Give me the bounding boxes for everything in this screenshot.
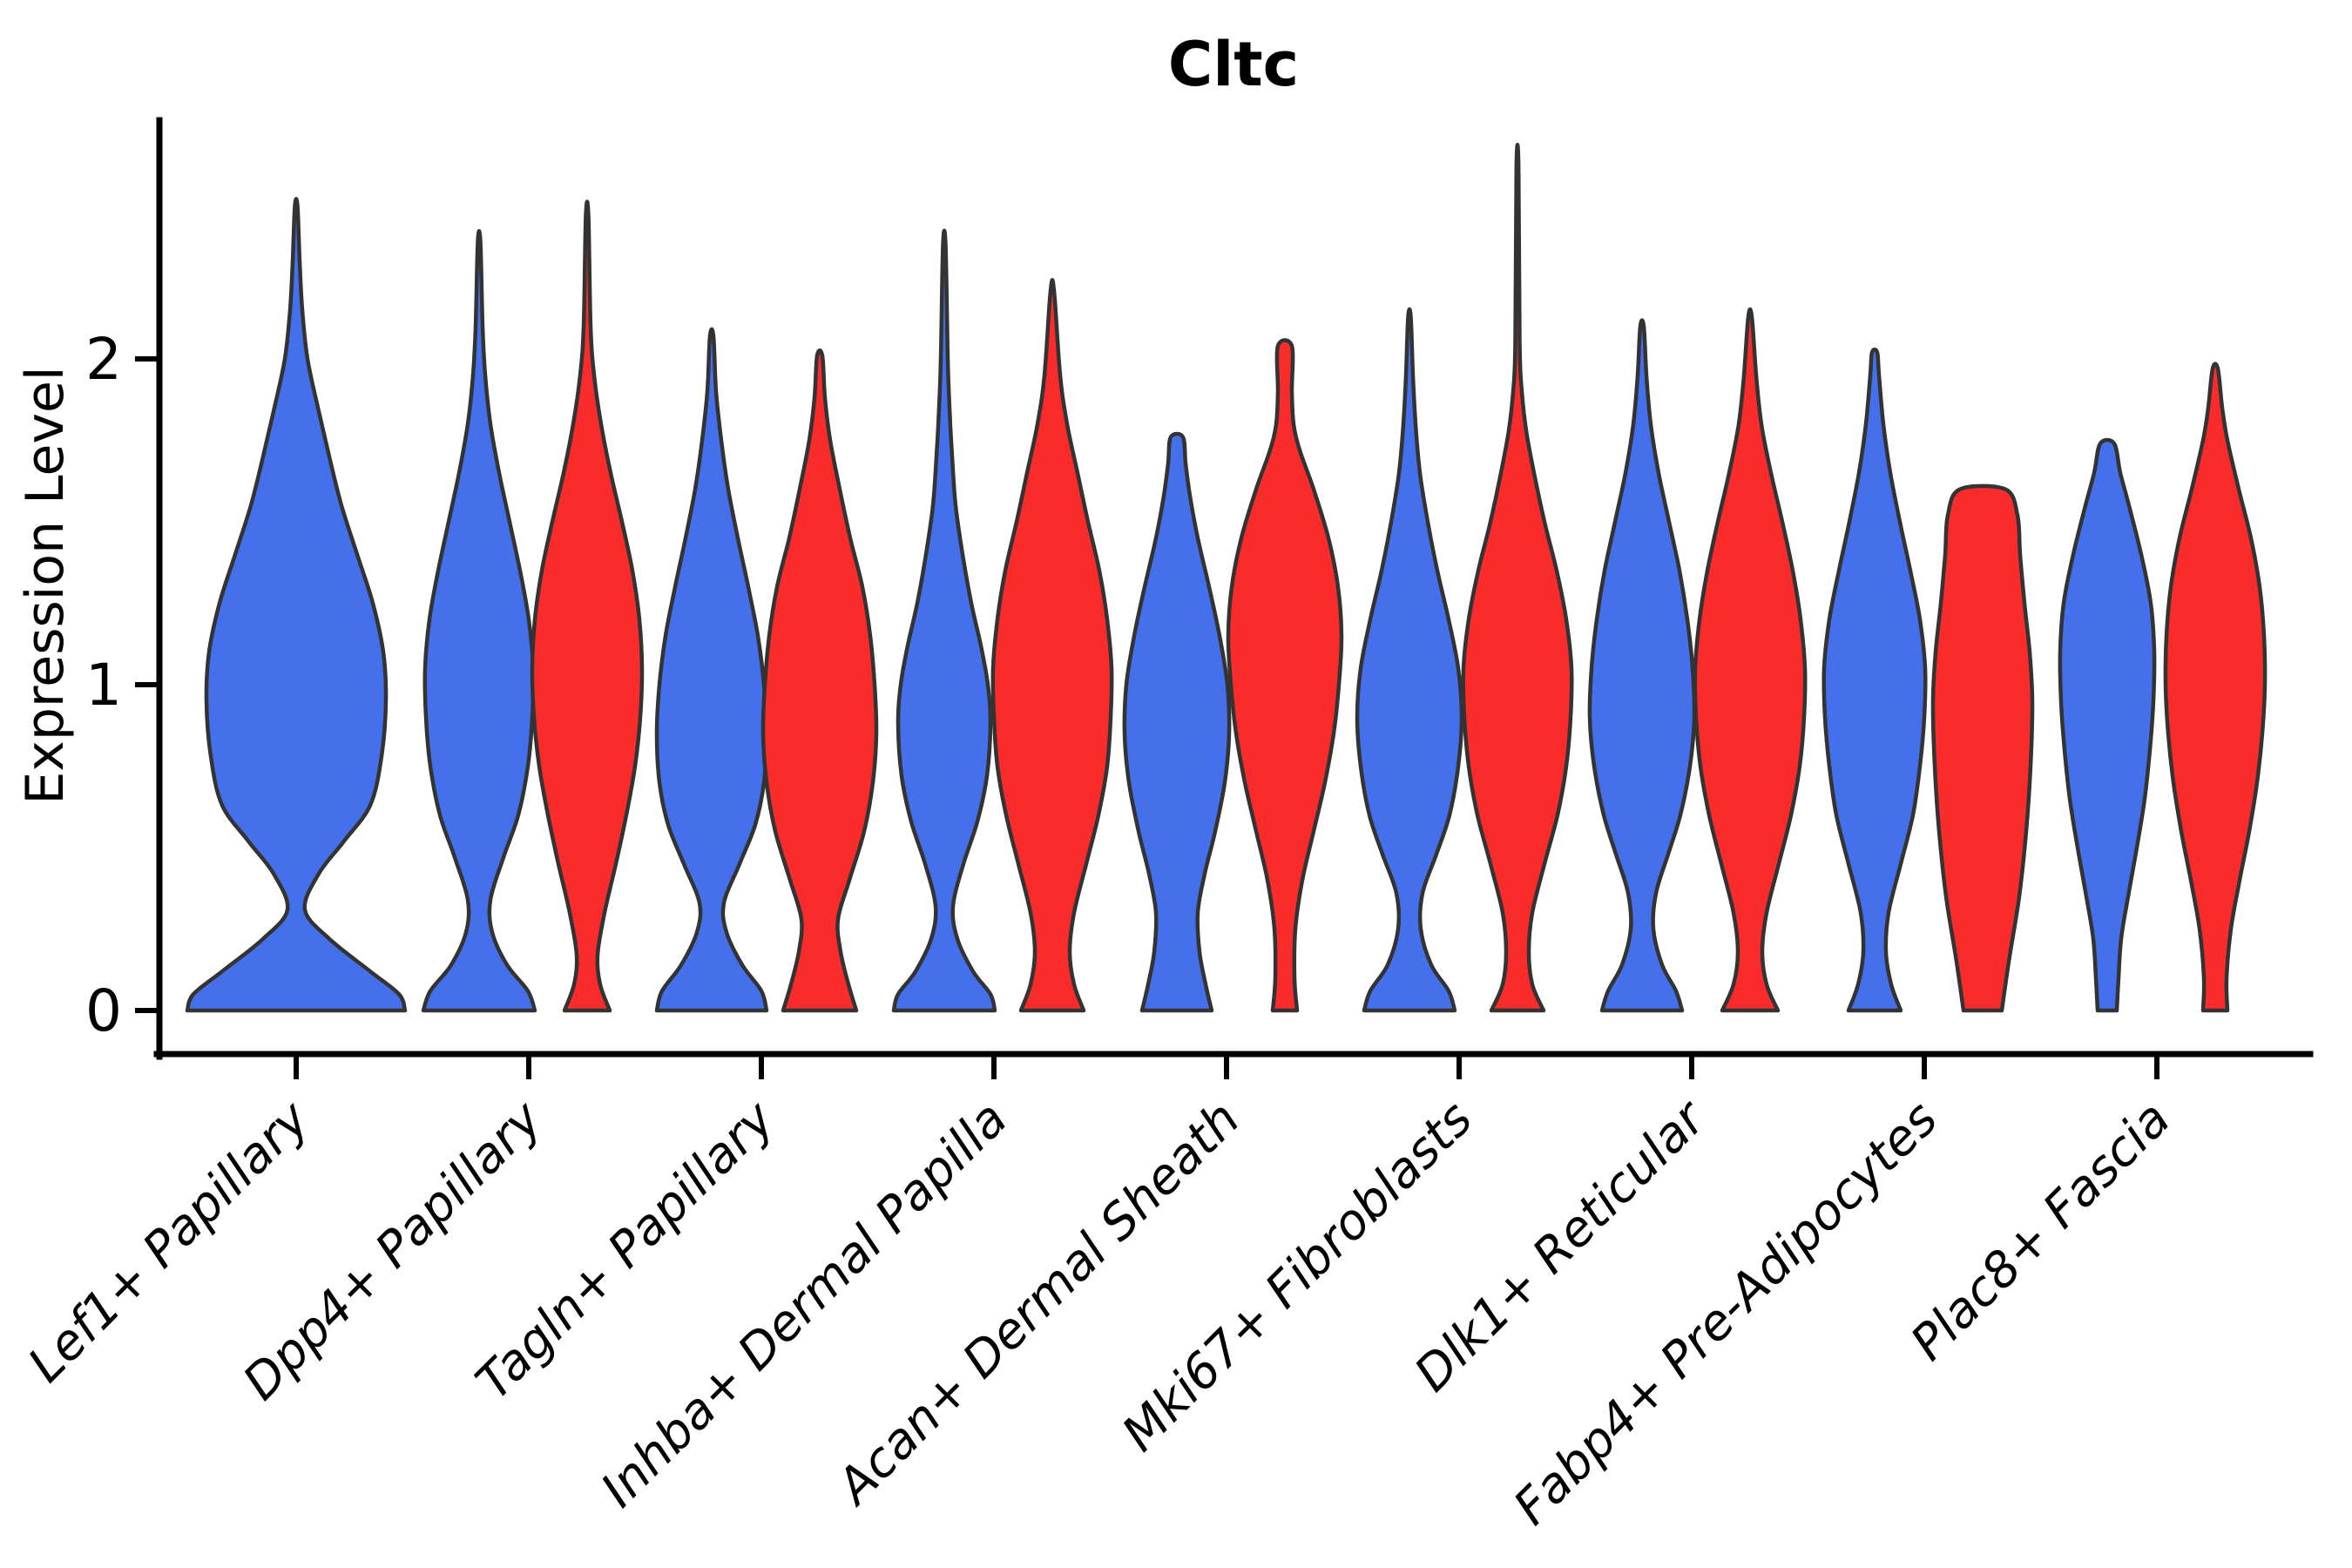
y-tick-label: 0 <box>85 977 122 1044</box>
violin-blue-plac8-fascia <box>2058 437 2157 1013</box>
violin-blue-lef1-papillary <box>185 197 408 1013</box>
violin-blue-mki67-fibroblasts <box>1355 307 1464 1013</box>
violin-red-dlk1-reticular <box>1693 307 1808 1013</box>
violin-red-fabp4-pre-adipocytes <box>1930 483 2035 1013</box>
violin-red-inhba-dermal-papilla <box>990 278 1114 1013</box>
violin-blue-dlk1-reticular <box>1587 318 1697 1013</box>
y-axis-ticks: 0 1 2 <box>85 326 159 1044</box>
violin-blue-dpp4-papillary <box>421 229 537 1013</box>
violin-blue-tagln-papillary <box>654 327 769 1013</box>
violin-red-plac8-fascia <box>2163 362 2268 1013</box>
violins-group <box>185 143 2268 1013</box>
y-tick-label: 2 <box>85 326 122 393</box>
x-tick-label: Acan+ Dermal Sheath <box>825 1091 1251 1517</box>
x-axis-ticks <box>294 1054 2159 1079</box>
y-tick-label: 1 <box>85 652 122 719</box>
x-tick-label: Fabp4+ Pre-Adipocytes <box>1504 1091 1949 1536</box>
violin-red-tagln-papillary <box>760 348 879 1013</box>
violin-red-acan-dermal-sheath <box>1226 338 1344 1013</box>
violin-blue-acan-dermal-sheath <box>1122 431 1232 1013</box>
y-axis-label: Expression Level <box>15 366 76 804</box>
violin-red-dpp4-papillary <box>530 199 645 1013</box>
violin-blue-inhba-dermal-papilla <box>891 228 997 1013</box>
x-tick-label: Inhba+ Dermal Papilla <box>591 1091 1018 1518</box>
plot-title: Cltc <box>1168 29 1299 100</box>
violin-red-mki67-fibroblasts <box>1461 143 1574 1013</box>
violin-blue-fabp4-pre-adipocytes <box>1821 348 1928 1013</box>
